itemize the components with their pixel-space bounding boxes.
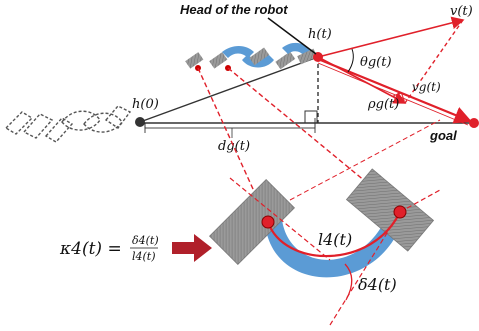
goal-label: goal <box>429 128 457 143</box>
svg-text:l4(t): l4(t) <box>132 250 156 263</box>
vg-label: vg(t) <box>412 80 441 94</box>
delta-label: δ4(t) <box>358 275 397 294</box>
svg-text:δ4(t): δ4(t) <box>132 234 159 247</box>
snake-segments-top <box>185 42 318 70</box>
left-joint <box>261 215 275 229</box>
svg-text:κ4(t) =: κ4(t) = <box>59 239 122 259</box>
h0-label: h(0) <box>132 97 159 112</box>
zoomed-module <box>209 168 435 278</box>
v-projection <box>404 19 464 104</box>
theta-label: θg(t) <box>360 55 392 70</box>
v-vector <box>317 16 465 58</box>
curvature-equation: κ4(t) = δ4(t) l4(t) <box>59 234 159 263</box>
goal-point <box>469 118 479 128</box>
blue-arc-link <box>266 218 400 278</box>
ht-label: h(t) <box>308 27 332 42</box>
curvature-arc <box>266 211 401 258</box>
rho-line <box>317 57 473 124</box>
vt-label: v(t) <box>450 4 473 19</box>
dg-bar <box>144 122 316 129</box>
head-pointer <box>267 17 317 55</box>
implication-arrow <box>172 234 212 262</box>
theta-arc <box>347 48 354 73</box>
rho-label: ρg(t) <box>367 97 399 112</box>
right-block <box>345 168 435 252</box>
l4-label: l4(t) <box>318 230 352 249</box>
dg-label: dg(t) <box>218 139 250 154</box>
head-of-robot-label: Head of the robot <box>180 2 288 17</box>
left-block <box>209 179 295 265</box>
h0-to-ht-line <box>139 56 319 123</box>
dashed-snake-body <box>4 105 132 143</box>
h0-point <box>135 117 145 127</box>
delta-arc <box>344 263 353 301</box>
